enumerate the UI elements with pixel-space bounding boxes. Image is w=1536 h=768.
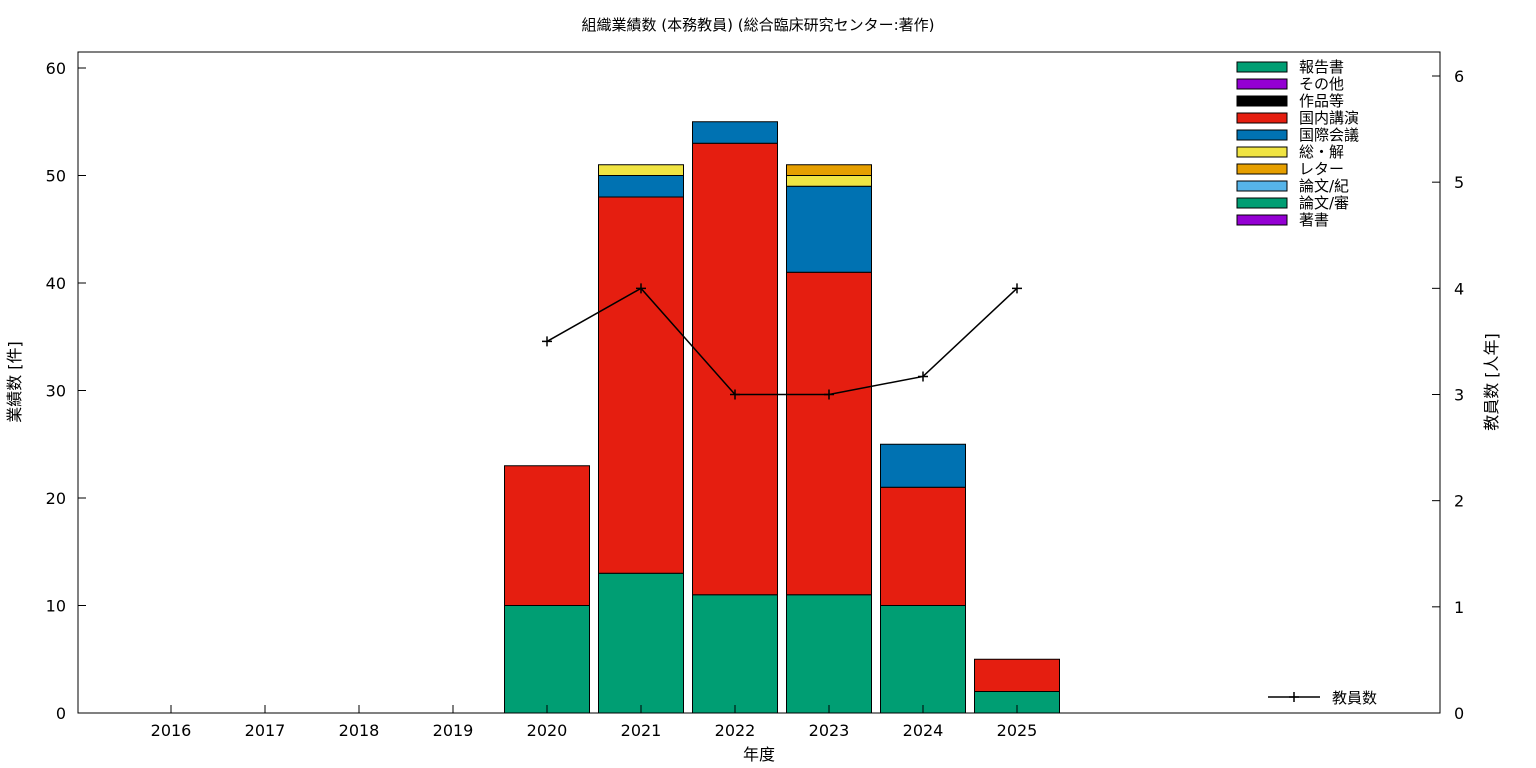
bar-segment bbox=[974, 658, 1060, 692]
y-tick-label: 60 bbox=[46, 59, 66, 78]
x-tick-label: 2018 bbox=[339, 721, 380, 740]
y-axis-label: 業績数 [件] bbox=[5, 341, 24, 423]
legend-swatch bbox=[1236, 146, 1288, 158]
bar-segment bbox=[504, 605, 590, 714]
bar-segment bbox=[786, 175, 872, 187]
y-tick-label: 30 bbox=[46, 382, 66, 401]
y2-axis-label: 教員数 [人年] bbox=[1482, 333, 1501, 431]
line-legend-label: 教員数 bbox=[1332, 689, 1377, 707]
x-tick-label: 2020 bbox=[527, 721, 568, 740]
legend-swatch bbox=[1236, 163, 1288, 175]
bar-segment bbox=[786, 271, 872, 596]
x-tick-label: 2017 bbox=[245, 721, 286, 740]
legend-swatch bbox=[1236, 180, 1288, 192]
x-axis-label: 年度 bbox=[743, 745, 775, 764]
y-tick-label: 10 bbox=[46, 597, 66, 616]
legend-label: 総・解 bbox=[1299, 143, 1344, 161]
line-point-marker bbox=[636, 283, 646, 294]
legend-label: 著書 bbox=[1299, 211, 1329, 229]
bar-segment bbox=[880, 605, 966, 714]
y2-tick-label: 3 bbox=[1454, 386, 1464, 405]
bar-segment bbox=[598, 175, 684, 198]
bar-segment bbox=[786, 164, 872, 176]
line-legend-marker bbox=[1289, 692, 1299, 702]
bar-segment bbox=[880, 443, 966, 488]
x-tick-label: 2024 bbox=[903, 721, 944, 740]
bar-segment bbox=[692, 142, 778, 596]
legend-label: レター bbox=[1299, 160, 1344, 178]
legend-label: 論文/紀 bbox=[1299, 177, 1349, 195]
y-tick-label: 0 bbox=[56, 704, 66, 723]
legend-label: 国内講演 bbox=[1299, 109, 1359, 127]
line-legend: 教員数 bbox=[1268, 689, 1377, 707]
y-tick-label: 20 bbox=[46, 489, 66, 508]
line-point-marker bbox=[1012, 283, 1022, 294]
x-tick-label: 2021 bbox=[621, 721, 662, 740]
legend-label: 論文/審 bbox=[1299, 194, 1349, 212]
bar-segment bbox=[692, 121, 778, 144]
legend-swatch bbox=[1236, 197, 1288, 209]
y2-tick-label: 4 bbox=[1454, 279, 1464, 298]
line-point-marker bbox=[824, 389, 834, 400]
plot-frame bbox=[77, 51, 1441, 714]
y2-tick-label: 2 bbox=[1454, 492, 1464, 511]
axes-layer: 0 10 20 30 40 50 60 0 1 2 3 4 5 6 2016 2017 2018 2019 2020… bbox=[46, 59, 1465, 740]
bar-segment bbox=[786, 185, 872, 273]
bar-segment bbox=[598, 572, 684, 714]
legend-swatch bbox=[1236, 129, 1288, 141]
legend-label: 国際会議 bbox=[1299, 126, 1359, 144]
line-point-marker bbox=[918, 371, 928, 382]
x-tick-label: 2019 bbox=[433, 721, 474, 740]
legend-label: 報告書 bbox=[1299, 58, 1344, 76]
x-tick-label: 2023 bbox=[809, 721, 850, 740]
legend-label: その他 bbox=[1299, 75, 1344, 93]
bar-segment bbox=[504, 465, 590, 606]
legend-swatch bbox=[1236, 61, 1288, 73]
bar-segment bbox=[692, 594, 778, 714]
line-point-marker bbox=[542, 336, 552, 347]
bar-segment bbox=[786, 594, 872, 714]
chart-title: 組織業績数 (本務教員) (総合臨床研究センター:著作) bbox=[581, 16, 934, 34]
legend-label: 作品等 bbox=[1299, 92, 1344, 110]
bars-layer bbox=[504, 121, 1060, 714]
legend-swatch bbox=[1236, 78, 1288, 90]
x-tick-label: 2016 bbox=[151, 721, 192, 740]
y2-tick-label: 6 bbox=[1454, 67, 1464, 86]
legend-swatch bbox=[1236, 214, 1288, 226]
y-tick-label: 50 bbox=[46, 167, 66, 186]
legend-swatch bbox=[1236, 112, 1288, 124]
bar-segment bbox=[598, 196, 684, 574]
legend-swatch bbox=[1236, 95, 1288, 107]
bar-segment bbox=[598, 164, 684, 176]
line-series-path bbox=[546, 287, 1018, 396]
x-tick-label: 2025 bbox=[997, 721, 1038, 740]
line-point-marker bbox=[730, 389, 740, 400]
y2-tick-label: 0 bbox=[1454, 704, 1464, 723]
y2-tick-label: 1 bbox=[1454, 598, 1464, 617]
y2-tick-label: 5 bbox=[1454, 173, 1464, 192]
line-layer bbox=[542, 283, 1022, 400]
bar-segment bbox=[880, 486, 966, 606]
x-tick-label: 2022 bbox=[715, 721, 756, 740]
y-tick-label: 40 bbox=[46, 274, 66, 293]
